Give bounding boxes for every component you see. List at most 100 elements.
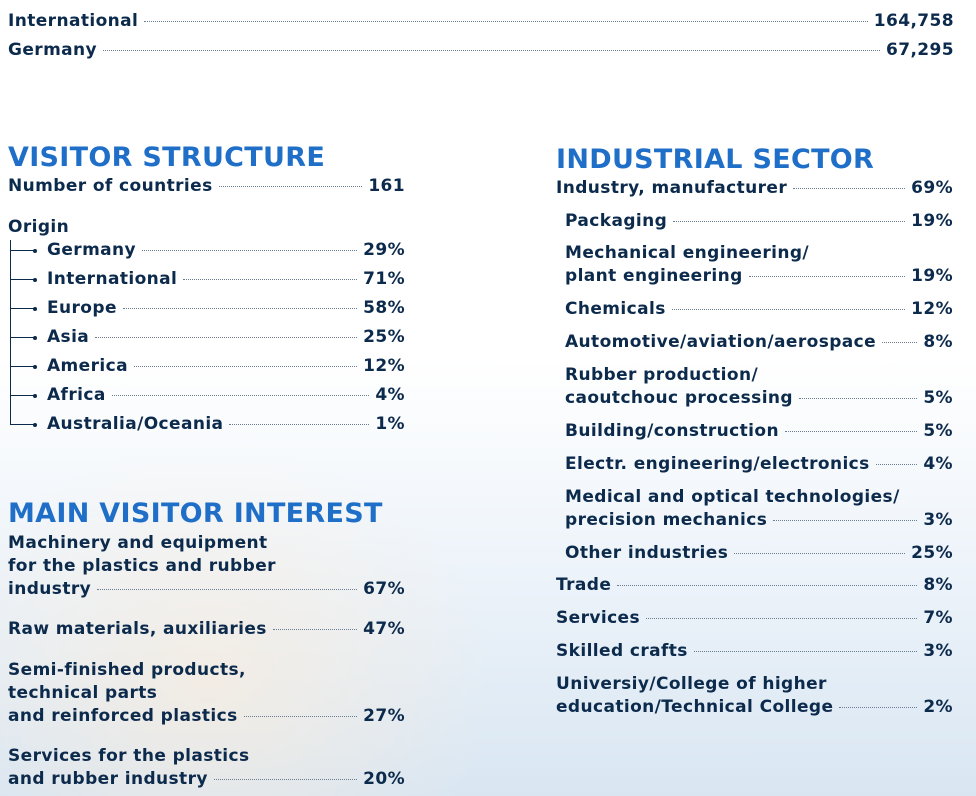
list-item: Raw materials, auxiliaries 47% — [8, 618, 405, 641]
item-last-line: Electr. engineering/electronics 4% — [565, 453, 953, 476]
dot-leader — [839, 707, 918, 708]
item-value: 67% — [363, 579, 405, 599]
row-value: 69% — [911, 178, 953, 198]
dot-leader — [213, 779, 358, 780]
item-value: 47% — [363, 619, 405, 639]
origin-label: America — [47, 356, 128, 376]
origin-label: Asia — [47, 327, 90, 347]
item-line: Medical and optical technologies/ — [565, 487, 900, 507]
dot-leader — [785, 431, 918, 432]
item-value: 19% — [911, 266, 953, 286]
origin-item: International 71% — [47, 268, 405, 291]
list-item: Packaging 19% — [565, 210, 953, 233]
item-line: Services for the plastics — [8, 746, 250, 766]
list-item: Chemicals 12% — [565, 298, 953, 321]
dot-leader — [272, 629, 358, 630]
countries-row: Number of countries 161 — [8, 175, 405, 198]
item-last-line: and reinforced plastics 27% — [8, 705, 405, 728]
origin-item: Germany 29% — [47, 239, 405, 262]
item-last-line: and rubber industry 20% — [8, 768, 405, 791]
item-line: caoutchouc processing — [565, 388, 793, 408]
list-item: Rubber production/caoutchouc processing 5… — [565, 364, 953, 410]
row-value: 164,758 — [873, 11, 954, 31]
origin-item: America 12% — [47, 355, 405, 378]
list-item: Universiy/College of higher education/Tec… — [556, 673, 953, 719]
item-value: 3% — [923, 510, 953, 530]
dot-leader — [95, 337, 358, 338]
item-line: and rubber industry — [8, 769, 208, 789]
dot-leader — [882, 342, 918, 343]
item-line: Universiy/College of higher — [556, 674, 827, 694]
item-line: Semi-finished products, — [8, 660, 246, 680]
item-line: and reinforced plastics — [8, 706, 238, 726]
list-item: Services for the plastics and rubber indu… — [8, 745, 405, 791]
origin-label: Africa — [47, 385, 106, 405]
item-last-line: Trade 8% — [556, 574, 953, 597]
item-last-line: Other industries 25% — [565, 542, 953, 565]
item-last-line: plant engineering 19% — [565, 265, 953, 288]
main-interest-heading: MAIN VISITOR INTEREST — [8, 498, 383, 529]
visitor-structure-heading: VISITOR STRUCTURE — [8, 142, 326, 173]
tree-branch — [10, 250, 35, 251]
item-value: 5% — [923, 421, 953, 441]
tree-branch — [10, 395, 35, 396]
item-line: plant engineering — [565, 266, 743, 286]
row-label: Industry, manufacturer — [556, 178, 788, 198]
item-line: Trade — [556, 575, 612, 595]
item-value: 7% — [923, 608, 953, 628]
dot-leader — [671, 309, 906, 310]
origin-value: 4% — [375, 385, 405, 405]
row-label: Germany — [8, 40, 98, 60]
tree-branch — [10, 308, 35, 309]
origin-value: 12% — [363, 356, 405, 376]
item-line: Other industries — [565, 543, 729, 563]
tree-bullet — [33, 336, 37, 340]
list-item: Trade 8% — [556, 574, 953, 597]
dot-leader — [773, 520, 918, 521]
item-value: 4% — [923, 454, 953, 474]
industry-manufacturer-row: Industry, manufacturer 69% — [556, 177, 953, 200]
item-line: Raw materials, auxiliaries — [8, 619, 267, 639]
industrial-sector-heading: INDUSTRIAL SECTOR — [556, 144, 875, 175]
origin-label: International — [47, 269, 178, 289]
item-line: education/Technical College — [556, 697, 834, 717]
dot-leader — [243, 716, 358, 717]
list-item: Electr. engineering/electronics 4% — [565, 453, 953, 476]
list-item: Medical and optical technologies/precisi… — [565, 486, 953, 532]
item-value: 20% — [363, 769, 405, 789]
origin-value: 25% — [363, 327, 405, 347]
origin-item: Australia/Oceania 1% — [47, 413, 405, 436]
dot-leader — [144, 21, 868, 22]
dot-leader — [133, 366, 358, 367]
tree-bullet — [33, 307, 37, 311]
list-item: Automotive/aviation/aerospace 8% — [565, 331, 953, 354]
item-last-line: Chemicals 12% — [565, 298, 953, 321]
tree-branch — [10, 337, 35, 338]
item-last-line: industry 67% — [8, 578, 405, 601]
item-line: Mechanical engineering/ — [565, 243, 810, 263]
item-line: for the plastics and rubber — [8, 556, 276, 576]
item-value: 25% — [911, 543, 953, 563]
dot-leader — [183, 279, 358, 280]
row-value: 67,295 — [885, 40, 954, 60]
background-glow — [0, 420, 520, 796]
item-last-line: Skilled crafts 3% — [556, 640, 953, 663]
item-value: 8% — [923, 575, 953, 595]
dot-leader — [799, 398, 918, 399]
list-item: Services 7% — [556, 607, 953, 630]
origin-label: Germany — [47, 240, 137, 260]
item-line: Machinery and equipment — [8, 533, 268, 553]
dot-leader — [97, 589, 358, 590]
origin-label: Europe — [47, 298, 117, 318]
tree-bullet — [33, 278, 37, 282]
visitors-international-row: International 164,758 — [8, 10, 954, 33]
item-line: Skilled crafts — [556, 641, 688, 661]
item-line: precision mechanics — [565, 510, 768, 530]
origin-item: Africa 4% — [47, 384, 405, 407]
origin-label: Australia/Oceania — [47, 414, 224, 434]
origin-value: 71% — [363, 269, 405, 289]
list-item: Building/construction 5% — [565, 420, 953, 443]
dot-leader — [748, 276, 906, 277]
item-value: 19% — [911, 211, 953, 231]
item-line: Chemicals — [565, 299, 666, 319]
